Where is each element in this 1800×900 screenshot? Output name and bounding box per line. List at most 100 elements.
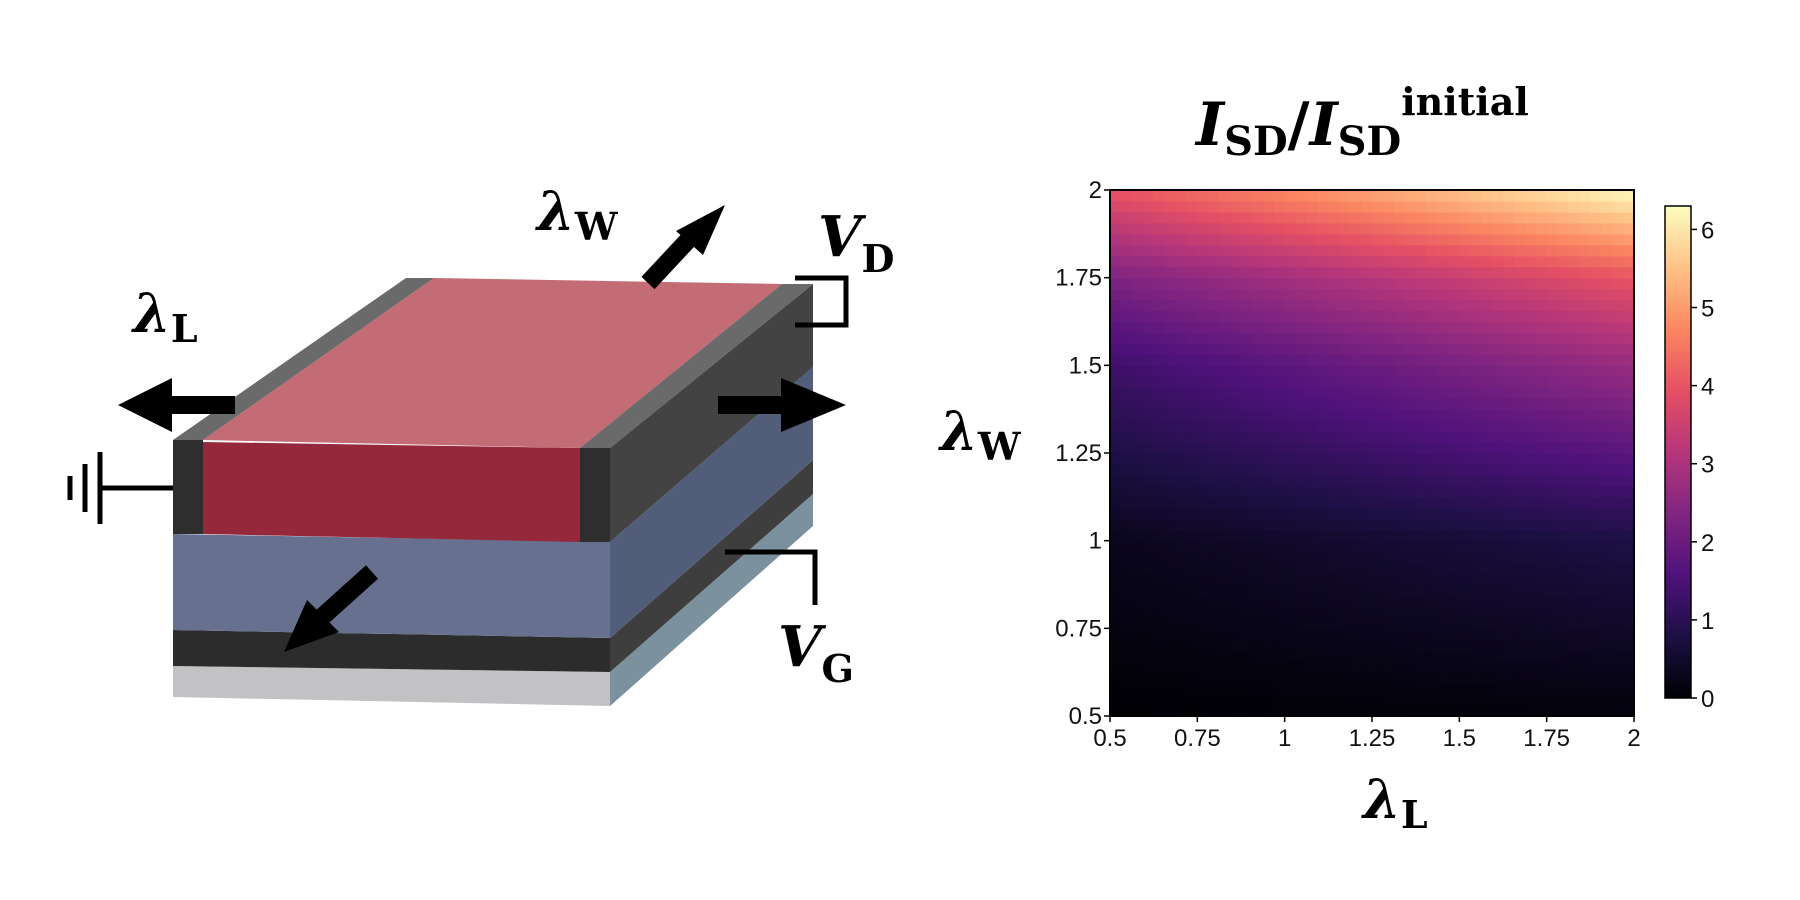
heatmap-cell xyxy=(1481,628,1493,640)
heatmap-cell xyxy=(1503,474,1515,487)
heatmap-cell xyxy=(1219,365,1231,377)
heatmap-cell xyxy=(1208,266,1220,279)
heatmap-cell xyxy=(1317,453,1329,465)
heatmap-cell xyxy=(1535,529,1548,542)
heatmap-cell xyxy=(1142,617,1155,629)
heatmap-cell xyxy=(1197,332,1209,345)
heatmap-cell xyxy=(1110,255,1122,268)
heatmap-cell xyxy=(1459,551,1471,564)
heatmap-cell xyxy=(1470,617,1482,629)
heatmap-cell xyxy=(1503,442,1515,454)
y-tick-label: 1.5 xyxy=(1069,352,1102,379)
heatmap-cell xyxy=(1175,705,1188,716)
heatmap-cell xyxy=(1361,299,1373,312)
heatmap-cell xyxy=(1317,507,1329,520)
arrow-front-diagonal-icon xyxy=(284,565,379,652)
heatmap-cell xyxy=(1503,244,1515,257)
heatmap-cell xyxy=(1350,277,1362,290)
heatmap-cell xyxy=(1328,354,1340,366)
heatmap-cell xyxy=(1372,584,1384,597)
heatmap-cell xyxy=(1579,365,1591,377)
heatmap-cell xyxy=(1546,200,1559,213)
heatmap-cell xyxy=(1437,211,1450,224)
heatmap-cell xyxy=(1295,431,1308,443)
heatmap-cell xyxy=(1131,398,1144,410)
heatmap-cell xyxy=(1393,299,1406,312)
heatmap-cell xyxy=(1535,431,1548,443)
heatmap-cell xyxy=(1350,650,1362,662)
heatmap-cell xyxy=(1557,233,1570,246)
heatmap-cell xyxy=(1601,683,1613,695)
heatmap-cell xyxy=(1524,266,1537,279)
heatmap-cell xyxy=(1601,650,1613,662)
heatmap-cell xyxy=(1623,551,1634,564)
heatmap-cell xyxy=(1120,518,1133,531)
heatmap-cell xyxy=(1273,606,1286,618)
heatmap-cell xyxy=(1382,639,1395,651)
heatmap-cell xyxy=(1350,617,1362,629)
heatmap-cell xyxy=(1361,683,1373,695)
heatmap-cell xyxy=(1426,299,1439,312)
heatmap-cell xyxy=(1601,398,1613,410)
heatmap-cell xyxy=(1306,606,1319,618)
heatmap-cell xyxy=(1197,222,1209,235)
heatmap-cell xyxy=(1186,277,1198,290)
heatmap-cell xyxy=(1382,288,1395,301)
heatmap-cell xyxy=(1492,650,1504,662)
heatmap-cell xyxy=(1404,694,1417,706)
heatmap-cell xyxy=(1568,442,1581,454)
heatmap-cell xyxy=(1623,661,1634,673)
heatmap-cell xyxy=(1404,222,1417,235)
heatmap-cell xyxy=(1361,628,1373,640)
heatmap-cell xyxy=(1513,277,1526,290)
heatmap-cell xyxy=(1110,694,1122,706)
heatmap-cell xyxy=(1623,650,1634,662)
heatmap-cell xyxy=(1219,222,1231,235)
heatmap-cell xyxy=(1382,672,1395,684)
heatmap-cell xyxy=(1557,683,1570,695)
heatmap-cell xyxy=(1208,639,1220,651)
heatmap-cell xyxy=(1557,595,1570,608)
heatmap-cell xyxy=(1131,562,1144,575)
heatmap-cell xyxy=(1295,672,1308,684)
heatmap-cell xyxy=(1339,639,1351,651)
heatmap-cell xyxy=(1503,628,1515,640)
heatmap-cell xyxy=(1284,628,1297,640)
heatmap-cell xyxy=(1524,507,1537,520)
heatmap-cell xyxy=(1503,661,1515,673)
heatmap-cell xyxy=(1197,485,1209,498)
heatmap-cell xyxy=(1295,584,1308,597)
heatmap-cell xyxy=(1142,650,1155,662)
heatmap-cell xyxy=(1579,551,1591,564)
heatmap-cell xyxy=(1372,639,1384,651)
heatmap-cell xyxy=(1273,551,1286,564)
heatmap-cell xyxy=(1393,431,1406,443)
heatmap-cell xyxy=(1513,222,1526,235)
heatmap-cell xyxy=(1164,694,1177,706)
heatmap-cell xyxy=(1120,442,1133,454)
heatmap-cell xyxy=(1382,463,1395,476)
heatmap-cell xyxy=(1470,661,1482,673)
heatmap-cell xyxy=(1186,409,1198,421)
heatmap-cell xyxy=(1142,453,1155,465)
heatmap-cell xyxy=(1448,398,1460,410)
heatmap-cell xyxy=(1437,310,1450,323)
heatmap-cell xyxy=(1492,562,1504,575)
heatmap-cell xyxy=(1535,387,1548,399)
heatmap-cell xyxy=(1241,398,1253,410)
heatmap-cell xyxy=(1513,288,1526,301)
heatmap-cell xyxy=(1208,650,1220,662)
heatmap-cell xyxy=(1284,639,1297,651)
heatmap-cell xyxy=(1546,266,1559,279)
heatmap-cell xyxy=(1426,310,1439,323)
heatmap-cell xyxy=(1459,617,1471,629)
heatmap-cell xyxy=(1328,266,1340,279)
heatmap-cell xyxy=(1361,573,1373,586)
heatmap-cell xyxy=(1470,431,1482,443)
heatmap-cell xyxy=(1164,650,1177,662)
heatmap-cell xyxy=(1590,474,1602,487)
heatmap-cell xyxy=(1164,584,1177,597)
heatmap-cell xyxy=(1230,474,1242,487)
heatmap-cell xyxy=(1437,650,1450,662)
heatmap-cell xyxy=(1404,211,1417,224)
